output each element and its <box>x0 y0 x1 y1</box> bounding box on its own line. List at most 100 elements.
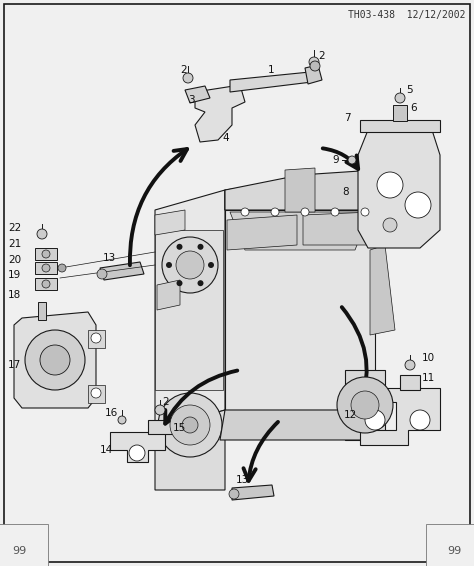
Circle shape <box>337 377 393 433</box>
Polygon shape <box>195 85 245 142</box>
Circle shape <box>405 360 415 370</box>
Text: 1: 1 <box>268 65 274 75</box>
Circle shape <box>158 393 222 457</box>
Polygon shape <box>305 65 322 84</box>
Circle shape <box>198 244 203 250</box>
Circle shape <box>310 61 320 71</box>
Circle shape <box>37 229 47 239</box>
Circle shape <box>176 280 182 286</box>
Polygon shape <box>220 410 380 440</box>
Text: 2: 2 <box>162 397 169 407</box>
Circle shape <box>129 445 145 461</box>
Text: 22: 22 <box>8 223 21 233</box>
Circle shape <box>229 489 239 499</box>
Polygon shape <box>400 375 420 390</box>
Text: 13: 13 <box>236 475 249 485</box>
Polygon shape <box>303 212 373 245</box>
Circle shape <box>42 264 50 272</box>
Circle shape <box>198 280 203 286</box>
Text: 17: 17 <box>8 360 21 370</box>
Polygon shape <box>148 420 172 434</box>
Polygon shape <box>14 312 96 408</box>
Polygon shape <box>225 210 375 410</box>
Text: 13: 13 <box>103 253 116 263</box>
Circle shape <box>351 391 379 419</box>
Bar <box>393 105 407 121</box>
Circle shape <box>176 251 204 279</box>
Circle shape <box>58 264 66 272</box>
Text: 16: 16 <box>105 408 118 418</box>
Circle shape <box>183 73 193 83</box>
Text: 20: 20 <box>8 255 21 265</box>
Circle shape <box>383 218 397 232</box>
Bar <box>35 262 57 274</box>
Circle shape <box>377 172 403 198</box>
Text: 8: 8 <box>342 187 348 197</box>
Circle shape <box>331 208 339 216</box>
Text: 2: 2 <box>318 51 325 61</box>
Text: 15: 15 <box>173 423 186 433</box>
Circle shape <box>395 93 405 103</box>
Polygon shape <box>230 212 370 250</box>
Circle shape <box>208 262 214 268</box>
Text: 2: 2 <box>180 65 187 75</box>
Polygon shape <box>360 120 440 132</box>
Polygon shape <box>230 72 312 92</box>
Text: 10: 10 <box>422 353 435 363</box>
Polygon shape <box>360 388 440 445</box>
Text: TH03-438  12/12/2002: TH03-438 12/12/2002 <box>348 10 466 20</box>
Circle shape <box>309 57 319 67</box>
Circle shape <box>42 250 50 258</box>
Text: 14: 14 <box>100 445 113 455</box>
Polygon shape <box>358 130 440 248</box>
Polygon shape <box>227 215 297 250</box>
Text: 5: 5 <box>406 85 413 95</box>
Text: 18: 18 <box>8 290 21 300</box>
Polygon shape <box>155 410 225 490</box>
Circle shape <box>410 410 430 430</box>
Circle shape <box>301 208 309 216</box>
Text: 7: 7 <box>344 113 351 123</box>
Polygon shape <box>88 330 105 348</box>
Text: 3: 3 <box>188 95 195 105</box>
Circle shape <box>348 156 356 164</box>
Circle shape <box>166 262 172 268</box>
Circle shape <box>405 192 431 218</box>
Circle shape <box>365 410 385 430</box>
Polygon shape <box>300 170 375 210</box>
Circle shape <box>155 405 165 415</box>
Circle shape <box>176 244 182 250</box>
Polygon shape <box>345 370 385 440</box>
Polygon shape <box>157 280 180 310</box>
Polygon shape <box>110 432 165 462</box>
Polygon shape <box>155 190 225 430</box>
Polygon shape <box>232 485 274 500</box>
Polygon shape <box>185 86 210 103</box>
Text: 11: 11 <box>422 373 435 383</box>
Circle shape <box>170 405 210 445</box>
Text: 12: 12 <box>344 410 357 420</box>
Polygon shape <box>155 230 223 390</box>
Text: 6: 6 <box>410 103 417 113</box>
Circle shape <box>97 269 107 279</box>
Polygon shape <box>155 210 185 235</box>
Text: 99: 99 <box>448 546 462 556</box>
Polygon shape <box>88 385 105 403</box>
Text: 99: 99 <box>12 546 26 556</box>
Circle shape <box>91 333 101 343</box>
Circle shape <box>118 416 126 424</box>
Polygon shape <box>225 175 300 210</box>
Circle shape <box>91 388 101 398</box>
Circle shape <box>182 417 198 433</box>
Circle shape <box>271 208 279 216</box>
Circle shape <box>42 280 50 288</box>
Bar <box>38 302 46 320</box>
Circle shape <box>361 208 369 216</box>
Polygon shape <box>225 170 375 210</box>
Text: 9: 9 <box>332 155 338 165</box>
Circle shape <box>241 208 249 216</box>
Polygon shape <box>100 262 144 280</box>
Circle shape <box>25 330 85 390</box>
Circle shape <box>162 237 218 293</box>
Text: 4: 4 <box>222 133 228 143</box>
